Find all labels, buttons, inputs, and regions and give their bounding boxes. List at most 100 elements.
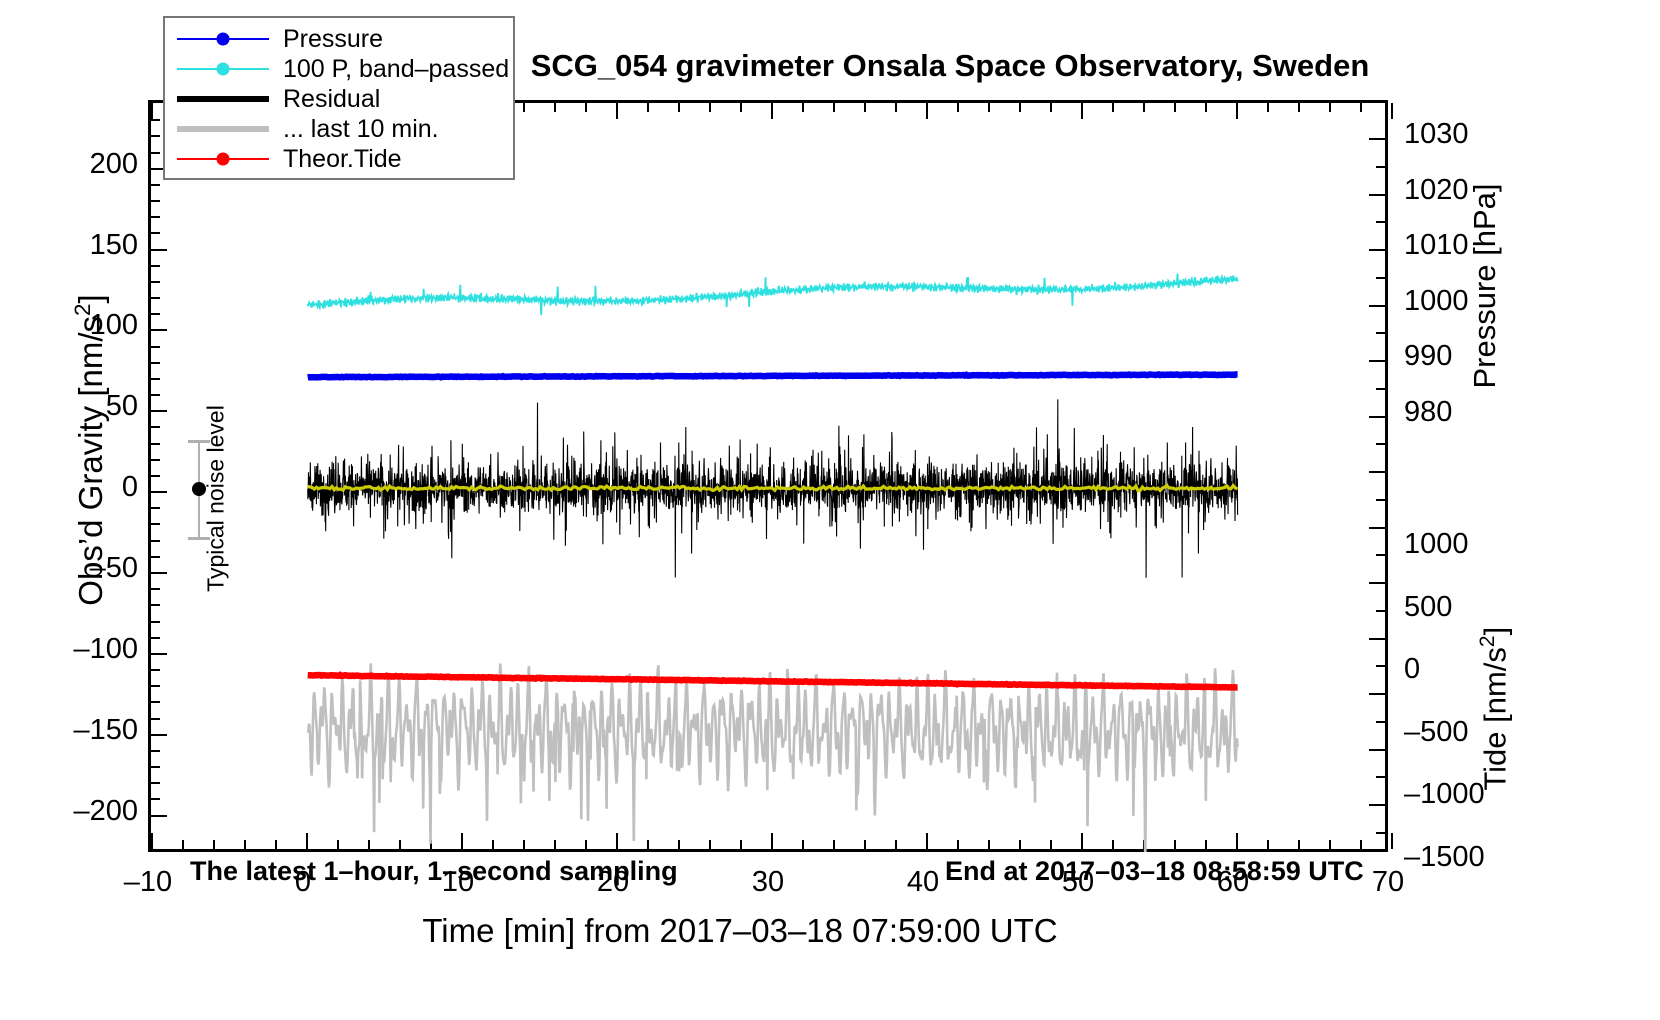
axis-tick-mark [182, 840, 184, 849]
legend-line-icon [177, 126, 269, 132]
legend-item[interactable]: 100 P, band–passed [165, 54, 513, 84]
axis-tick-mark [1267, 103, 1269, 112]
y-tick-label-tide: 1000 [1404, 528, 1469, 560]
series-theoretical-tide [307, 671, 1238, 691]
axis-tick-mark [213, 840, 215, 849]
axis-tick-mark [151, 814, 167, 817]
axis-tick-mark [1376, 332, 1385, 335]
series-residual-smoothed [307, 483, 1239, 493]
y-tick-label-left: –50 [89, 551, 138, 584]
axis-tick-mark [151, 200, 160, 203]
axis-tick-mark [1050, 103, 1052, 112]
legend-item[interactable]: Residual [165, 84, 513, 114]
axis-tick-mark [1019, 840, 1021, 849]
legend-item[interactable]: ... last 10 min. [165, 114, 513, 144]
axis-tick-mark [1391, 833, 1393, 849]
legend: Pressure 100 P, band–passed Residual... la… [163, 16, 515, 180]
axis-tick-mark [1369, 804, 1385, 806]
axis-tick-mark [1376, 776, 1385, 779]
axis-tick-mark [988, 103, 990, 112]
axis-tick-mark [926, 833, 928, 849]
axis-tick-mark [833, 840, 835, 849]
axis-tick-mark [1376, 720, 1385, 723]
axis-tick-mark [151, 766, 160, 769]
axis-tick-mark [1329, 103, 1331, 112]
axis-tick-mark [678, 840, 680, 849]
legend-swatch-icon [177, 26, 269, 52]
y-axis-tide-label: Tide [nm/s2] [1476, 544, 1513, 874]
axis-tick-mark [585, 103, 587, 112]
y-tick-label-left: 100 [89, 309, 138, 342]
axis-tick-mark [1174, 840, 1176, 849]
legend-item-label: ... last 10 min. [283, 114, 439, 143]
axis-tick-mark [771, 833, 773, 849]
axis-tick-mark [926, 103, 928, 119]
axis-tick-mark [1369, 304, 1385, 307]
axis-tick-mark [151, 361, 160, 364]
axis-tick-mark [709, 840, 711, 849]
legend-item[interactable]: Pressure [165, 24, 513, 54]
axis-tick-mark [585, 840, 587, 849]
axis-tick-mark [399, 840, 401, 849]
axis-tick-mark [1369, 582, 1385, 584]
y-axis-right-ticks: 1030 1020 1010 1000 990 980 1000 500 0 –500 –1000 –… [1404, 0, 1564, 1020]
axis-tick-mark [151, 232, 160, 235]
axis-tick-mark [151, 216, 160, 219]
sampling-note: The latest 1–hour, 1–second sampling [190, 856, 678, 886]
axis-tick-mark [1376, 831, 1385, 834]
axis-tick-mark [1081, 103, 1083, 119]
axis-tick-mark [151, 620, 160, 623]
axis-tick-mark [1298, 840, 1300, 849]
axis-tick-mark [1369, 138, 1385, 140]
axis-tick-mark [709, 103, 711, 112]
axis-tick-mark [1205, 840, 1207, 849]
axis-tick-mark [151, 669, 160, 672]
axis-tick-mark [1298, 103, 1300, 112]
axis-tick-mark [802, 840, 804, 849]
axis-tick-mark [151, 410, 167, 413]
axis-tick-mark [957, 840, 959, 849]
y-tick-label-pressure: 1020 [1404, 173, 1469, 206]
y-tick-label-tide: –1500 [1404, 840, 1485, 873]
x-tick-label: 30 [751, 866, 785, 898]
legend-item-label: 100 P, band–passed [283, 54, 510, 83]
x-tick-label: 20 [596, 866, 630, 898]
axis-tick-mark [151, 782, 160, 785]
axis-tick-mark [151, 329, 167, 332]
x-axis-label: Time [min] from 2017–03–18 07:59:00 UTC [422, 912, 1058, 949]
axis-tick-mark [1376, 498, 1385, 501]
axis-tick-mark [1369, 748, 1385, 751]
y-tick-label-pressure: 990 [1404, 340, 1453, 372]
y-tick-label-left: –200 [73, 794, 138, 827]
y-tick-label-pressure: 980 [1404, 395, 1453, 428]
y-axis-pressure-label: Pressure [hPa] [1467, 183, 1502, 389]
axis-tick-mark [1376, 609, 1385, 612]
axis-tick-mark [988, 840, 990, 849]
axis-tick-mark [275, 840, 277, 849]
axis-tick-mark [151, 701, 160, 704]
typical-noise-level-annotation: Typical noise level [178, 405, 298, 610]
axis-tick-mark [151, 183, 160, 186]
axis-tick-mark [151, 474, 160, 477]
axis-tick-mark [151, 442, 160, 445]
axis-tick-mark [151, 248, 167, 251]
y-tick-label-tide: –500 [1404, 715, 1469, 748]
axis-tick-mark [1360, 840, 1362, 849]
axis-tick-mark [1376, 276, 1385, 279]
legend-item-label: Pressure [283, 24, 384, 53]
y-axis-left-ticks: 200 150 100 50 0 –50 –100 –150 –200 [18, 0, 138, 1020]
y-tick-label-left: 150 [89, 228, 138, 261]
y-tick-label-pressure: 1010 [1404, 229, 1469, 261]
y-tick-label-pressure: 1030 [1404, 118, 1469, 150]
x-tick-label: 50 [1061, 866, 1095, 898]
axis-tick-mark [616, 833, 618, 849]
axis-tick-mark [244, 840, 246, 849]
axis-tick-mark [523, 103, 525, 112]
axis-tick-mark [306, 833, 308, 849]
axis-tick-mark [1369, 693, 1385, 695]
axis-tick-mark [151, 491, 167, 494]
axis-tick-mark [895, 103, 897, 112]
x-tick-label: –10 [123, 866, 173, 898]
legend-item[interactable]: Theor.Tide [165, 144, 513, 174]
axis-tick-mark [430, 840, 432, 849]
